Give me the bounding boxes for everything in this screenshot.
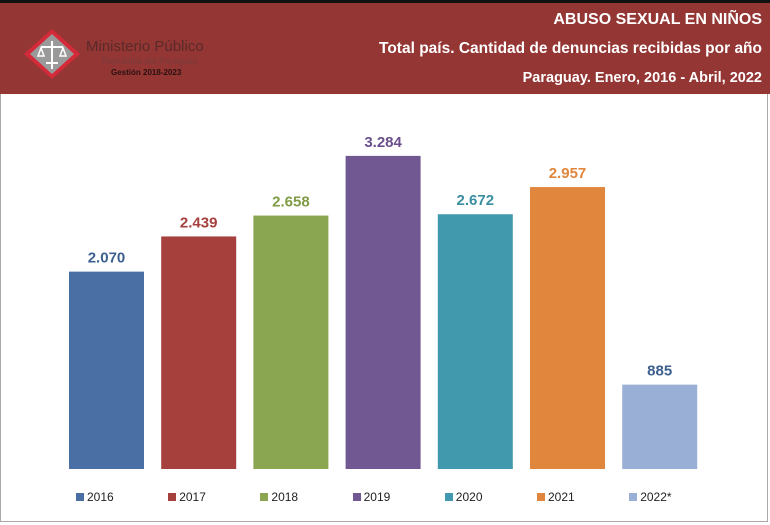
legend-label: 2022* [640,490,672,504]
legend-swatch [168,493,177,501]
chart-title: ABUSO SEXUAL EN NIÑOS [553,11,762,28]
legend-swatch [537,493,545,501]
legend-swatch [260,493,269,501]
chart-period: Paraguay. Enero, 2016 - Abril, 2022 [522,70,762,86]
legend-label: 2016 [87,490,114,504]
logo-name: Ministerio Público [86,38,204,55]
data-label: 2.957 [549,165,587,182]
bar-2022* [622,384,698,469]
legend-label: 2020 [455,490,483,504]
bar-2017 [161,236,237,469]
legend-item-2018: 2018 [260,490,298,504]
legend-label: 2017 [179,490,206,504]
logo-subtitle: República del Paraguay [102,56,198,66]
legend-swatch [629,493,638,501]
data-label: 2.439 [180,214,218,231]
logo-gestion: Gestión 2018-2023 [111,68,182,77]
chart-subtitle: Total país. Cantidad de denuncias recibi… [379,40,762,57]
legend-item-2016: 2016 [76,490,114,504]
bar-2019 [345,155,421,469]
legend-item-2021: 2021 [537,490,575,504]
data-label: 3.284 [364,134,402,151]
data-label: 885 [647,363,672,380]
legend-label: 2019 [363,490,391,504]
scales-of-justice-icon [24,29,80,79]
header-banner: Ministerio Público República del Paragua… [0,0,770,94]
data-label: 2.070 [88,250,126,267]
legend-swatch [352,493,361,501]
legend-label: 2021 [548,490,575,504]
data-label: 2.658 [272,194,310,211]
bar-2021 [530,187,605,470]
legend-item-2022*: 2022* [629,490,672,504]
data-label: 2.672 [457,192,495,209]
legend-item-2020: 2020 [444,490,483,504]
chart-area [0,94,768,522]
bar-2018 [253,215,329,469]
legend-label: 2018 [271,490,299,504]
bar-2016 [69,271,144,469]
legend-swatch [76,493,84,501]
legend-swatch [444,493,453,501]
legend-item-2017: 2017 [168,490,206,504]
legend-item-2019: 2019 [352,490,391,504]
bar-2020 [437,214,513,469]
